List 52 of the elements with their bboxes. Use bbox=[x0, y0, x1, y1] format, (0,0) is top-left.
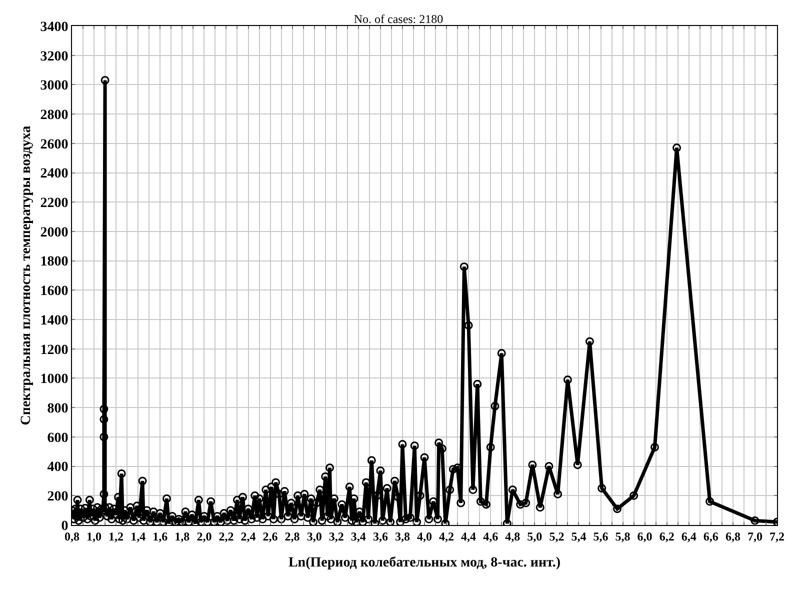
y-tick-label: 3400 bbox=[40, 20, 68, 35]
x-tick-label: 3,8 bbox=[394, 529, 410, 544]
x-tick-label: 7,0 bbox=[747, 529, 762, 544]
x-tick-label: 2,2 bbox=[218, 529, 234, 544]
y-tick-label: 600 bbox=[47, 430, 68, 446]
x-tick-label: 2,6 bbox=[262, 529, 278, 544]
x-tick-label: 6,4 bbox=[681, 529, 696, 544]
y-tick-label: 200 bbox=[47, 490, 68, 505]
x-tick-label: 6,6 bbox=[703, 529, 718, 544]
x-tick-label: 6,8 bbox=[725, 529, 740, 544]
y-tick-label: 1400 bbox=[40, 313, 68, 328]
y-tick-label: 800 bbox=[47, 401, 68, 416]
x-tick-label: 1,6 bbox=[152, 529, 168, 544]
x-tick-label: 4,4 bbox=[461, 529, 476, 544]
x-tick-label: 5,4 bbox=[571, 529, 586, 544]
x-tick-label: 1,8 bbox=[174, 529, 190, 544]
y-tick-label: 2800 bbox=[40, 108, 68, 123]
x-tick-label: 1,2 bbox=[108, 529, 124, 544]
x-tick-label: 4,6 bbox=[483, 529, 498, 544]
x-tick-label: 4,2 bbox=[439, 529, 454, 544]
y-tick-label: 1600 bbox=[40, 284, 68, 300]
x-tick-label: 7,2 bbox=[770, 529, 784, 544]
x-tick-label: 6,0 bbox=[637, 529, 652, 544]
x-tick-label: 3,4 bbox=[350, 529, 366, 544]
x-tick-label: 2,0 bbox=[196, 529, 212, 544]
y-tick-label: 1000 bbox=[40, 372, 68, 388]
y-tick-label: 2200 bbox=[40, 196, 68, 212]
y-tick-label: 1800 bbox=[40, 254, 68, 270]
x-tick-label: 5,6 bbox=[593, 529, 608, 544]
x-tick-label: 3,2 bbox=[328, 529, 344, 544]
x-tick-label: 2,4 bbox=[240, 529, 256, 544]
y-tick-label: 1200 bbox=[40, 342, 68, 358]
x-axis-title: Ln(Период колебательных мод, 8-час. инт.) bbox=[288, 556, 561, 571]
x-tick-label: 5,8 bbox=[615, 529, 630, 544]
chart-title: No. of cases: 2180 bbox=[354, 12, 444, 26]
y-tick-label: 2400 bbox=[40, 166, 68, 182]
x-tick-label: 4,8 bbox=[505, 529, 520, 544]
x-tick-label: 2,8 bbox=[284, 529, 300, 544]
y-tick-label: 2600 bbox=[40, 137, 68, 152]
y-tick-label: 3000 bbox=[40, 78, 68, 94]
x-tick-label: 5,2 bbox=[549, 529, 564, 544]
x-tick-label: 4,0 bbox=[417, 529, 432, 544]
y-tick-label: 2000 bbox=[40, 225, 68, 240]
x-tick-label: 1,0 bbox=[86, 529, 102, 544]
x-tick-label: 3,0 bbox=[306, 529, 322, 544]
x-tick-label: 6,2 bbox=[659, 529, 674, 544]
x-tick-label: 3,6 bbox=[372, 529, 388, 544]
y-axis-title: Спектральная плотность температуры воздуха bbox=[18, 126, 34, 426]
x-tick-label: 1,4 bbox=[130, 529, 146, 544]
y-tick-label: 400 bbox=[47, 460, 68, 476]
y-tick-label: 3200 bbox=[40, 49, 68, 64]
x-tick-label: 5,0 bbox=[527, 529, 542, 544]
